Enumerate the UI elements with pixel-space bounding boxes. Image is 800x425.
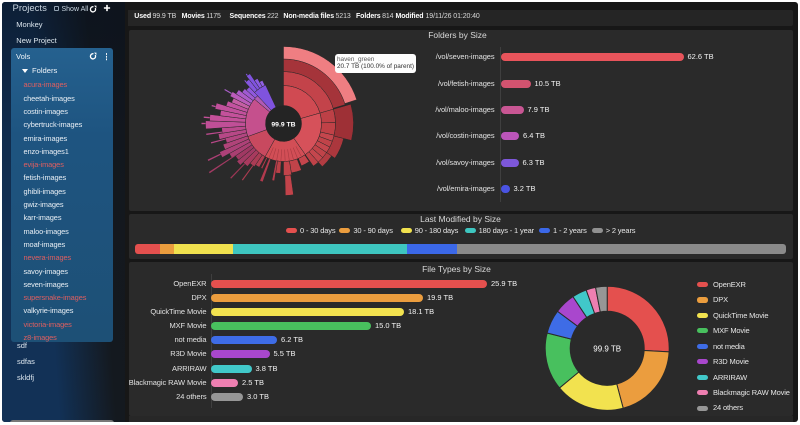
svg-text:99.9 TB: 99.9 TB (593, 344, 621, 353)
svg-text:99.9 TB: 99.9 TB (271, 121, 295, 128)
